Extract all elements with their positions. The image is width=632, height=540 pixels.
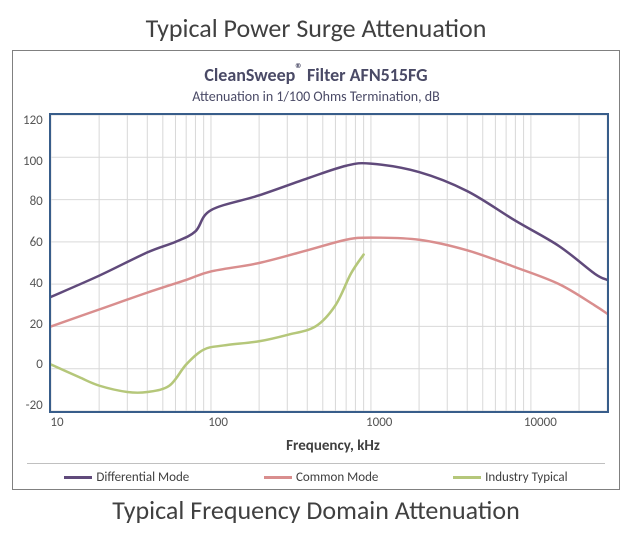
y-tick-label: 20 <box>30 317 43 332</box>
chart-svg <box>51 115 607 411</box>
plot-area <box>49 113 609 413</box>
top-title: Typical Power Surge Attenuation <box>12 12 620 44</box>
page-root: Typical Power Surge Attenuation CleanSwe… <box>0 0 632 536</box>
y-tick-label: -20 <box>26 398 43 413</box>
legend-swatch <box>453 476 481 479</box>
x-axis-ticks: 10100100010000 <box>57 413 609 431</box>
y-tick-label: 0 <box>36 357 43 372</box>
legend-label: Common Mode <box>296 470 378 485</box>
legend: Differential Mode Common Mode Industry Typ… <box>27 463 605 485</box>
bottom-title: Typical Frequency Domain Attenuation <box>12 494 620 526</box>
chart-container: CleanSweep® Filter AFN515FG Attenuation … <box>12 50 620 490</box>
y-tick-label: 120 <box>23 113 43 128</box>
y-tick-label: 80 <box>30 194 43 209</box>
x-tick-label: 10000 <box>524 415 557 430</box>
chart-subtitle: Attenuation in 1/100 Ohms Termination, d… <box>23 88 609 105</box>
legend-item: Differential Mode <box>64 470 189 485</box>
y-axis-ticks: 120 100 80 60 40 20 0 -20 <box>23 113 49 413</box>
legend-item: Industry Typical <box>453 470 568 485</box>
x-axis-label: Frequency, kHz <box>57 437 609 455</box>
legend-label: Differential Mode <box>96 470 189 485</box>
x-tick-label: 100 <box>208 415 228 430</box>
registered-icon: ® <box>295 61 303 79</box>
x-tick-label: 1000 <box>366 415 392 430</box>
legend-label: Industry Typical <box>485 470 568 485</box>
legend-item: Common Mode <box>264 470 378 485</box>
plot-row: 120 100 80 60 40 20 0 -20 <box>23 113 609 413</box>
y-tick-label: 60 <box>30 235 43 250</box>
chart-title-main: CleanSweep <box>204 64 295 86</box>
legend-swatch <box>264 476 292 479</box>
chart-title-rest: Filter AFN515FG <box>303 64 428 86</box>
y-tick-label: 100 <box>23 154 43 169</box>
x-tick-label: 10 <box>50 415 63 430</box>
y-tick-label: 40 <box>30 276 43 291</box>
legend-swatch <box>64 476 92 479</box>
chart-title: CleanSweep® Filter AFN515FG <box>23 61 609 86</box>
